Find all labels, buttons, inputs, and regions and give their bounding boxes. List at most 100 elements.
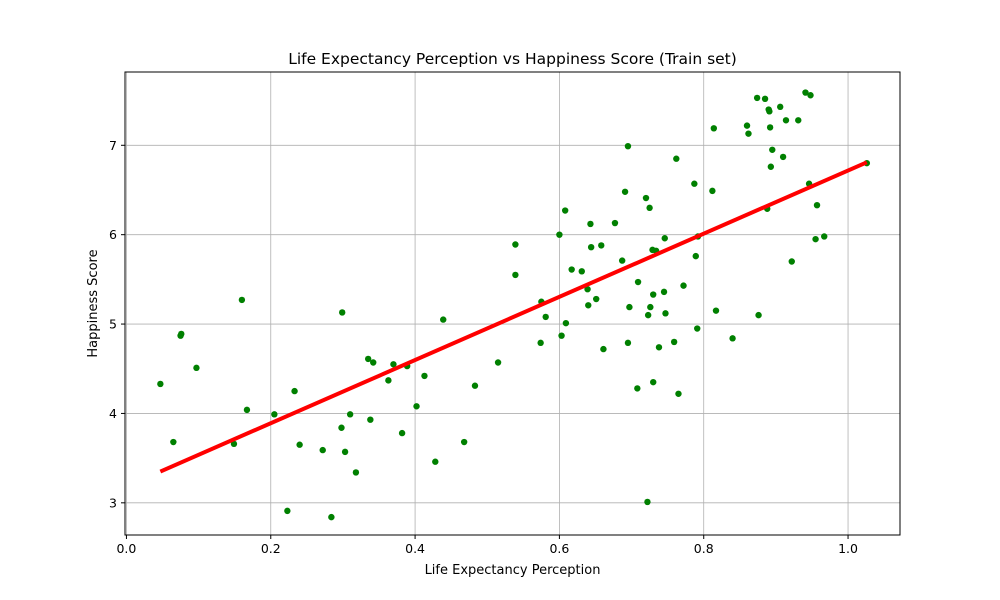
x-tick-label: 0.4 xyxy=(405,541,425,556)
data-point xyxy=(782,117,790,124)
data-point xyxy=(600,345,607,353)
data-point xyxy=(585,302,592,309)
data-point xyxy=(626,303,633,311)
data-point xyxy=(743,122,751,129)
data-point xyxy=(795,117,802,124)
plot-frame xyxy=(124,71,901,536)
data-point xyxy=(788,258,795,265)
data-point xyxy=(675,390,682,397)
data-point xyxy=(238,296,246,304)
data-point xyxy=(460,438,468,446)
data-point xyxy=(634,385,641,392)
data-point xyxy=(650,378,657,386)
data-point xyxy=(646,204,653,212)
data-point xyxy=(618,257,626,264)
data-point xyxy=(745,130,752,137)
data-point xyxy=(193,364,200,372)
data-point xyxy=(587,220,594,228)
data-point xyxy=(712,307,720,314)
data-point xyxy=(662,310,669,317)
data-point xyxy=(692,252,699,260)
data-point xyxy=(611,219,619,227)
data-point xyxy=(556,231,563,238)
y-tick-label: 7 xyxy=(109,138,117,153)
data-point xyxy=(729,335,736,342)
data-point xyxy=(779,153,787,161)
data-point xyxy=(170,438,177,446)
data-point xyxy=(766,108,773,115)
data-point xyxy=(821,233,828,240)
data-point xyxy=(670,338,678,346)
data-point xyxy=(512,241,519,248)
data-point xyxy=(398,429,406,437)
data-point xyxy=(157,380,164,388)
data-point xyxy=(587,243,595,251)
y-axis: 3 4 5 6 7 xyxy=(109,138,125,510)
data-point xyxy=(598,242,605,249)
data-point xyxy=(647,303,654,311)
data-point xyxy=(644,498,651,506)
data-point xyxy=(562,319,570,327)
data-point xyxy=(341,448,349,456)
data-point xyxy=(542,313,549,321)
data-point xyxy=(709,187,716,195)
data-point xyxy=(660,288,668,296)
x-tick-label: 1.0 xyxy=(838,541,858,556)
data-point xyxy=(338,424,345,431)
data-point xyxy=(271,411,278,418)
grid-lines xyxy=(125,72,900,535)
x-axis: 0.0 0.2 0.4 0.6 0.8 1.0 xyxy=(116,535,858,556)
data-point xyxy=(812,235,819,243)
data-point xyxy=(761,95,769,103)
data-point xyxy=(802,89,809,96)
data-point xyxy=(421,372,428,380)
y-axis-title: Happiness Score xyxy=(86,249,101,357)
data-point xyxy=(413,403,420,410)
data-point xyxy=(352,469,360,476)
data-point xyxy=(813,201,821,209)
data-point xyxy=(243,406,251,414)
data-point xyxy=(512,271,519,279)
y-tick-label: 6 xyxy=(109,227,117,242)
data-point xyxy=(346,411,354,418)
data-point xyxy=(296,441,303,448)
data-point xyxy=(642,194,650,202)
scatter-points xyxy=(157,89,871,521)
data-point xyxy=(339,309,346,316)
data-point xyxy=(471,382,479,389)
data-point xyxy=(753,94,761,102)
data-point xyxy=(710,125,718,132)
data-point xyxy=(178,330,185,338)
data-point xyxy=(766,124,774,131)
data-point xyxy=(769,146,776,153)
data-point xyxy=(634,278,642,286)
data-point xyxy=(440,316,447,323)
data-point xyxy=(364,355,372,363)
x-tick-label: 0.0 xyxy=(116,541,136,556)
data-point xyxy=(673,155,680,162)
data-point xyxy=(655,344,663,351)
x-tick-label: 0.2 xyxy=(261,541,281,556)
regression-line xyxy=(159,160,868,474)
data-point xyxy=(558,332,565,339)
x-tick-label: 0.6 xyxy=(549,541,569,556)
data-point xyxy=(650,291,657,298)
data-point xyxy=(230,440,238,448)
data-point xyxy=(319,446,326,454)
data-point xyxy=(390,361,397,368)
data-point xyxy=(432,458,439,465)
data-point xyxy=(367,416,374,423)
data-point xyxy=(385,377,392,384)
data-point xyxy=(624,142,632,150)
data-point xyxy=(644,311,652,319)
data-point xyxy=(767,163,775,170)
data-point xyxy=(328,513,335,521)
chart-title: Life Expectancy Perception vs Happiness … xyxy=(288,50,737,68)
x-axis-title: Life Expectancy Perception xyxy=(425,563,601,578)
data-point xyxy=(291,387,298,395)
data-point xyxy=(755,311,762,319)
data-point xyxy=(284,507,291,515)
fit-line xyxy=(159,160,868,474)
data-point xyxy=(593,295,600,303)
